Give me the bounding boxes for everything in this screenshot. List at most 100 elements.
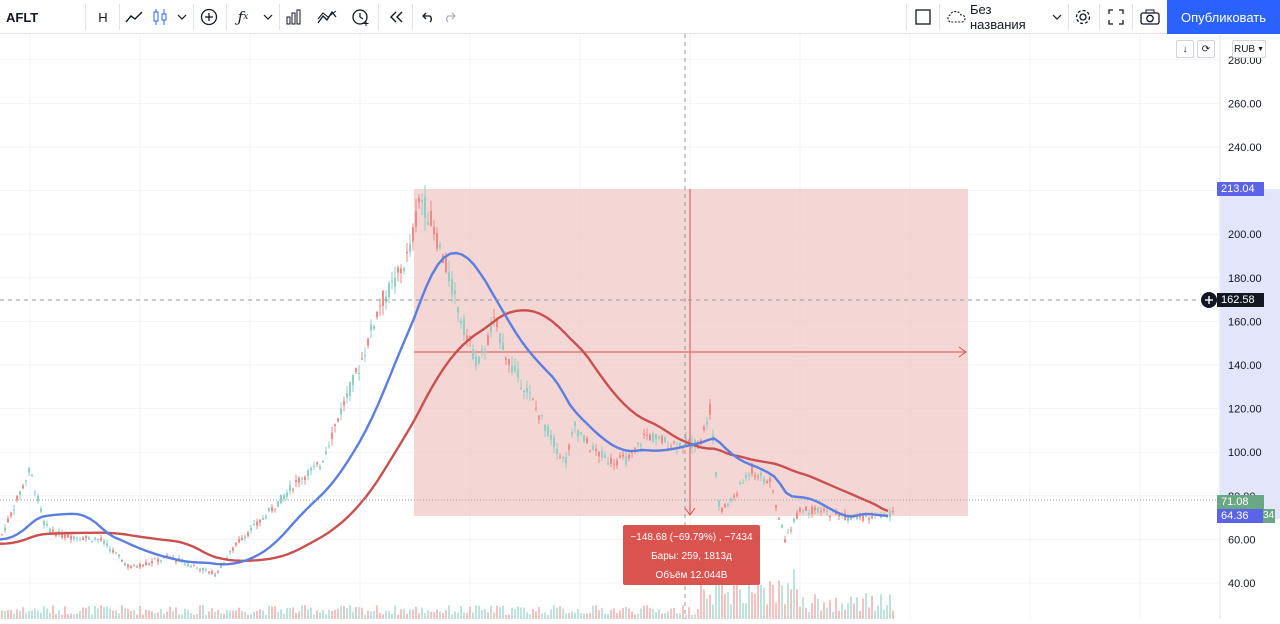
square-icon[interactable]: [911, 0, 935, 34]
candle-body: [619, 455, 621, 458]
candle-body: [502, 342, 504, 350]
volume-bar: [784, 604, 786, 619]
candle-body: [76, 537, 78, 539]
gear-icon[interactable]: [1071, 0, 1095, 34]
volume-bar: [256, 610, 258, 619]
candle-body: [586, 438, 588, 444]
candle-body: [136, 566, 138, 568]
layout-name[interactable]: Без названия: [970, 2, 1026, 32]
candle-body: [172, 556, 174, 558]
volume-bar: [715, 574, 717, 619]
currency-label: RUB: [1233, 43, 1256, 55]
candle-body: [394, 277, 396, 287]
moving-average-fast: [0, 251, 889, 566]
candle-body: [247, 532, 249, 536]
volume-bar: [175, 607, 177, 619]
volume-bar: [862, 598, 864, 619]
volume-bar: [343, 605, 345, 619]
volume-bar: [682, 605, 684, 619]
volume-bar: [877, 605, 879, 619]
candle-body: [109, 549, 111, 552]
volume-bar: [523, 607, 525, 619]
price-tick-label: 60.00: [1228, 534, 1256, 546]
volume-bar: [763, 587, 765, 619]
publish-button[interactable]: Опубликовать: [1167, 0, 1280, 34]
volume-bar: [823, 602, 825, 619]
candle-body: [364, 355, 366, 357]
candle-body: [799, 507, 801, 512]
volume-bar: [43, 606, 45, 619]
undo-icon[interactable]: [416, 0, 438, 34]
volume-bar: [628, 608, 630, 619]
bar-chart-icon[interactable]: [282, 0, 306, 34]
line-chart-icon[interactable]: [122, 0, 146, 34]
autoscale-icon[interactable]: ⟳: [1197, 40, 1215, 58]
interval-selector[interactable]: H: [98, 9, 108, 25]
divider: [226, 4, 227, 30]
compare-icon[interactable]: [314, 0, 340, 34]
candle-body: [235, 542, 237, 546]
volume-bar: [577, 609, 579, 619]
divider: [193, 4, 194, 30]
volume-bar: [772, 585, 774, 619]
candle-body: [322, 460, 324, 462]
candle-body: [325, 451, 327, 454]
candle-body: [454, 290, 456, 295]
candle-body: [391, 280, 393, 282]
candle-body: [871, 516, 873, 519]
candle-body: [229, 551, 231, 553]
alert-clock-icon[interactable]: [348, 0, 374, 34]
volume-bar: [349, 605, 351, 619]
volume-bar: [493, 612, 495, 619]
chevron-down-icon[interactable]: [174, 0, 190, 34]
candle-body: [85, 536, 87, 539]
fullscreen-icon[interactable]: [1104, 0, 1128, 34]
plus-circle-icon[interactable]: [197, 0, 221, 34]
candle-body: [484, 351, 486, 353]
volume-bar: [595, 605, 597, 619]
symbol-search[interactable]: AFLT: [6, 9, 39, 25]
candle-body: [31, 474, 33, 476]
candle-body: [625, 456, 627, 465]
volume-bar: [568, 613, 570, 619]
redo-icon[interactable]: [440, 0, 462, 34]
chevron-down-icon[interactable]: [1050, 0, 1064, 34]
volume-bar: [262, 610, 264, 619]
volume-bar: [157, 612, 159, 619]
volume-bar: [817, 599, 819, 619]
replay-icon[interactable]: [384, 0, 408, 34]
candle-body: [730, 498, 732, 502]
volume-bar: [502, 605, 504, 619]
volume-bar: [511, 607, 513, 619]
volume-bar: [265, 614, 267, 619]
volume-bar: [625, 607, 627, 619]
volume-bar: [286, 608, 288, 619]
candle-body: [73, 536, 75, 540]
volume-bar: [19, 610, 21, 619]
candle-body: [139, 563, 141, 568]
camera-icon[interactable]: [1137, 0, 1163, 34]
candle-body: [283, 494, 285, 500]
candle-body: [829, 515, 831, 518]
volume-bar: [301, 605, 303, 619]
arrow-down-icon[interactable]: ↓: [1176, 40, 1194, 58]
candle-body: [304, 476, 306, 480]
volume-bar: [328, 609, 330, 619]
candle-body: [580, 432, 582, 434]
candle-body: [856, 515, 858, 519]
volume-bar: [112, 610, 114, 619]
divider: [1132, 4, 1133, 30]
currency-selector[interactable]: RUB ▼: [1232, 40, 1266, 58]
chevron-down-icon[interactable]: [260, 0, 276, 34]
candle-body: [697, 446, 699, 449]
candles-icon[interactable]: [150, 0, 170, 34]
candle-body: [643, 433, 645, 435]
volume-bar: [739, 589, 741, 619]
volume-bar: [310, 607, 312, 619]
candle-body: [253, 523, 255, 526]
chart-area[interactable]: 280.00260.00240.00220.00200.00180.00160.…: [0, 34, 1280, 624]
volume-bar: [67, 614, 69, 619]
candle-body: [538, 415, 540, 420]
price-chart[interactable]: 280.00260.00240.00220.00200.00180.00160.…: [0, 34, 1280, 624]
